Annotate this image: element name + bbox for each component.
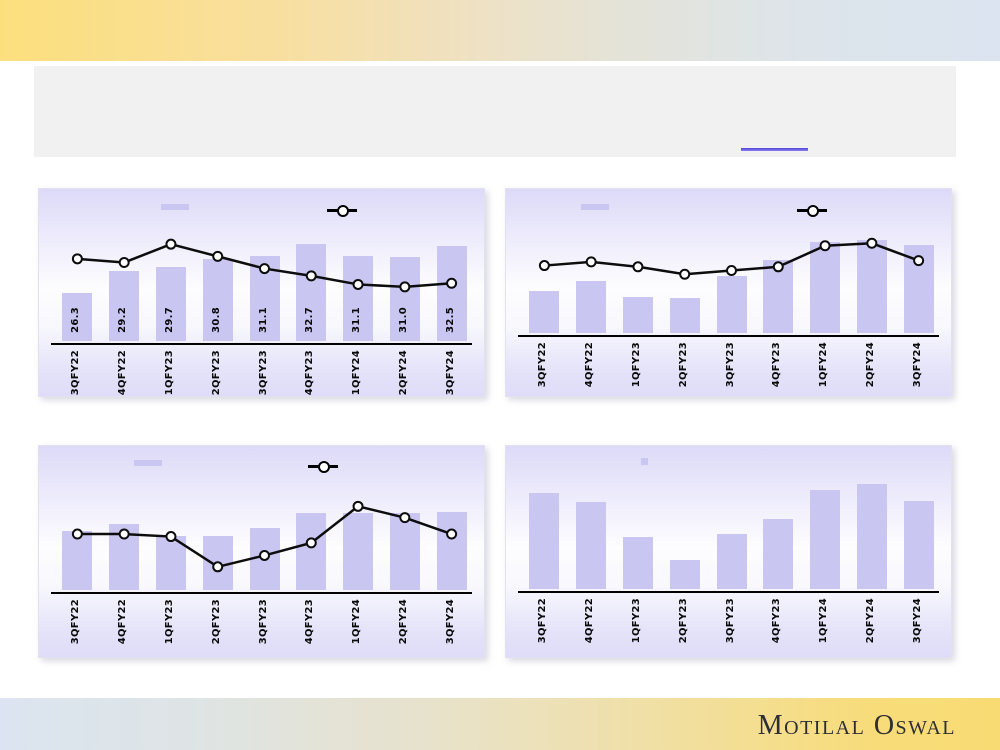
legend-bar-swatch xyxy=(581,204,609,210)
x-axis-label: 3QFY22 xyxy=(537,598,549,644)
bar xyxy=(810,490,841,589)
bar xyxy=(436,245,467,341)
bar xyxy=(810,242,841,333)
x-axis-label: 3QFY24 xyxy=(911,598,923,644)
x-axis-label: 3QFY23 xyxy=(724,598,736,644)
bar xyxy=(109,270,140,341)
bar xyxy=(622,297,653,333)
bar xyxy=(343,513,374,590)
x-axis-line xyxy=(518,335,939,337)
legend-line-symbol xyxy=(308,461,338,473)
chart-panel-top-left: 26.3 29.2 29.7 30.8 31.1 32.7 31.1 31.0 32.5 3QFY… xyxy=(38,188,485,397)
bar xyxy=(622,537,653,589)
bar xyxy=(389,513,420,590)
bar xyxy=(202,258,233,341)
bar xyxy=(155,267,186,341)
legend-bar-swatch xyxy=(134,460,162,466)
header-gradient-bar xyxy=(0,0,1000,61)
x-axis-label: 1QFY24 xyxy=(818,598,830,644)
bar xyxy=(903,500,934,589)
x-axis-label: 4QFY23 xyxy=(771,598,783,644)
bar xyxy=(62,530,93,590)
bar xyxy=(669,298,700,333)
chart-panel-bottom-left: 3QFY22 4QFY22 1QFY23 2QFY23 3QFY23 4QFY23 1QFY… xyxy=(38,445,485,658)
legend-bar-swatch xyxy=(641,458,648,465)
bar xyxy=(856,483,887,589)
x-axis-line xyxy=(51,592,472,594)
bar xyxy=(389,257,420,341)
bar xyxy=(716,275,747,333)
legend-line-symbol xyxy=(327,205,357,217)
bar xyxy=(296,513,327,590)
x-axis-label: 2QFY24 xyxy=(864,598,876,644)
x-axis-line xyxy=(51,343,472,345)
trend-line xyxy=(538,237,925,280)
bar xyxy=(343,256,374,341)
bar xyxy=(155,535,186,590)
bar xyxy=(436,511,467,590)
bar xyxy=(763,518,794,589)
bar xyxy=(529,290,560,333)
x-axis-label: 2QFY23 xyxy=(677,598,689,644)
bar xyxy=(576,280,607,333)
chart-panel-bottom-right: 3QFY22 4QFY22 1QFY23 2QFY23 3QFY23 4QFY23 1QFY… xyxy=(505,445,952,658)
trend-line xyxy=(71,238,458,293)
bar xyxy=(669,560,700,589)
legend-line-symbol xyxy=(797,205,827,217)
hyperlink-underline[interactable] xyxy=(741,148,808,151)
bar xyxy=(296,244,327,341)
chart-panel-top-right: 3QFY22 4QFY22 1QFY23 2QFY23 3QFY23 4QFY23 1QFY… xyxy=(505,188,952,397)
bar xyxy=(576,501,607,589)
x-axis-label: 1QFY23 xyxy=(630,598,642,644)
bar xyxy=(62,292,93,341)
x-axis-line xyxy=(518,591,939,593)
bar xyxy=(856,240,887,333)
trend-line xyxy=(71,500,458,573)
brand-logo: Motilal Oswal xyxy=(757,710,956,741)
bar xyxy=(529,492,560,589)
slide-text-box xyxy=(34,66,956,157)
bar xyxy=(716,534,747,589)
x-axis-label: 4QFY22 xyxy=(584,598,596,644)
legend-bar-swatch xyxy=(161,204,189,210)
footer-gradient-bar xyxy=(0,698,1000,750)
